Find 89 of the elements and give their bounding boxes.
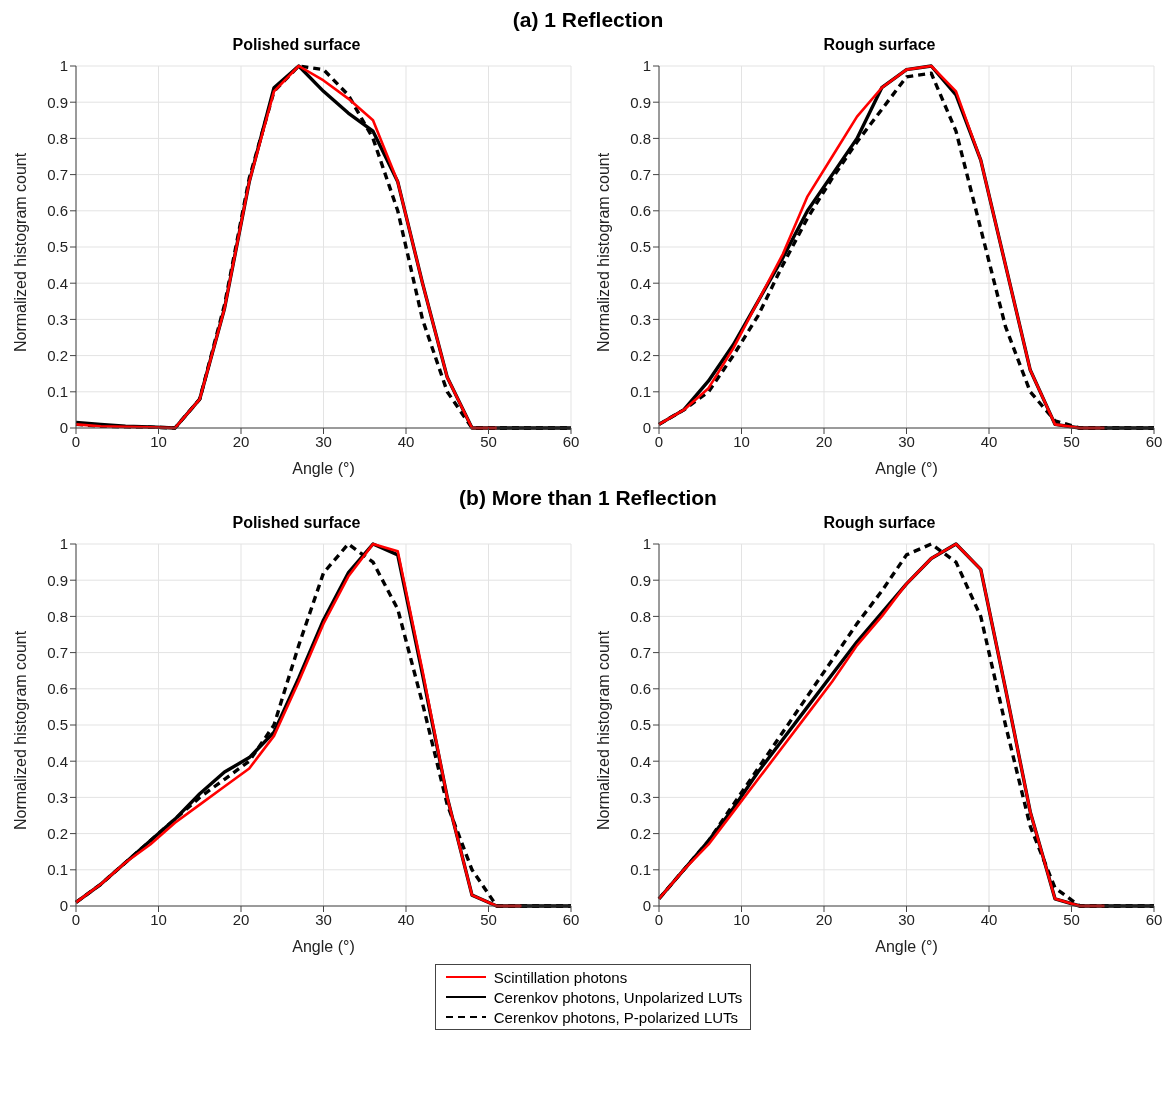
x-tick-label: 30 [315, 432, 332, 450]
y-tick-label: 0.4 [630, 752, 651, 770]
x-tick-label: 50 [480, 432, 497, 450]
y-tick-label: 0.3 [630, 788, 651, 806]
x-axis-title: Angle (°) [875, 938, 938, 955]
y-tick-label: 0.2 [630, 346, 651, 364]
x-tick-label: 20 [815, 432, 833, 450]
y-tick-label: 0.6 [630, 202, 651, 220]
y-tick-label: 1 [59, 535, 68, 553]
y-tick-label: 0.2 [47, 824, 68, 842]
y-axis-title: Normalized histogram count [594, 630, 612, 830]
y-tick-label: 0.9 [630, 571, 651, 589]
y-tick-label: 1 [642, 57, 651, 75]
y-axis-title: Normalized histogram count [594, 152, 612, 352]
x-tick-label: 0 [71, 432, 81, 450]
x-tick-label: 60 [1145, 432, 1163, 450]
chart-title: Rough surface [822, 514, 937, 533]
y-tick-label: 0.1 [47, 861, 68, 879]
x-tick-label: 60 [562, 910, 580, 928]
y-tick-label: 0.3 [47, 310, 68, 328]
y-tick-label: 0.5 [630, 716, 651, 734]
y-tick-label: 0.2 [630, 824, 651, 842]
y-tick-label: 0.9 [47, 93, 68, 111]
y-tick-label: 0.2 [47, 346, 68, 364]
y-axis-title: Normalized histogram count [11, 152, 29, 352]
y-tick-label: 1 [642, 535, 651, 553]
y-tick-label: 0.8 [630, 129, 651, 147]
text: (b) More than 1 Reflection [458, 486, 718, 511]
x-tick-label: 50 [1063, 432, 1080, 450]
y-tick-label: 0.7 [47, 643, 68, 661]
x-tick-label: 30 [315, 910, 332, 928]
y-tick-label: 0.5 [630, 238, 651, 256]
y-axis-title: Normalized histogram count [11, 630, 29, 830]
y-tick-label: 0.7 [630, 643, 651, 661]
x-tick-label: 20 [815, 910, 833, 928]
y-tick-label: 0 [642, 897, 651, 915]
text: (a) 1 Reflection [511, 8, 665, 33]
x-tick-label: 40 [980, 432, 998, 450]
y-tick-label: 0.8 [47, 129, 68, 147]
legend-label: Scintillation photons [493, 968, 628, 986]
x-axis-title: Angle (°) [292, 460, 355, 477]
y-tick-label: 1 [59, 57, 68, 75]
legend-label: Cerenkov photons, Unpolarized LUTs [493, 988, 743, 1006]
y-tick-label: 0 [59, 897, 68, 915]
y-tick-label: 0.3 [47, 788, 68, 806]
y-tick-label: 0.4 [47, 752, 68, 770]
chart-title: Polished surface [231, 514, 362, 533]
y-tick-label: 0.5 [47, 238, 68, 256]
x-axis-title: Angle (°) [875, 460, 938, 477]
y-tick-label: 0.1 [630, 383, 651, 401]
y-tick-label: 0.6 [47, 680, 68, 698]
y-tick-label: 0.1 [47, 383, 68, 401]
y-tick-label: 0 [642, 419, 651, 437]
x-tick-label: 10 [733, 910, 750, 928]
y-tick-label: 0.6 [47, 202, 68, 220]
y-tick-label: 0.1 [630, 861, 651, 879]
y-tick-label: 0.3 [630, 310, 651, 328]
y-tick-label: 0.4 [630, 274, 651, 292]
x-tick-label: 20 [232, 432, 250, 450]
x-tick-label: 60 [1145, 910, 1163, 928]
x-axis-title: Angle (°) [292, 938, 355, 955]
x-tick-label: 40 [397, 432, 415, 450]
x-tick-label: 40 [980, 910, 998, 928]
y-tick-label: 0.5 [47, 716, 68, 734]
x-tick-label: 30 [898, 432, 915, 450]
x-tick-label: 10 [150, 432, 167, 450]
y-tick-label: 0.7 [47, 165, 68, 183]
x-tick-label: 0 [71, 910, 81, 928]
y-tick-label: 0.9 [47, 571, 68, 589]
x-tick-label: 10 [150, 910, 167, 928]
x-tick-label: 60 [562, 432, 580, 450]
y-tick-label: 0.8 [630, 607, 651, 625]
y-tick-label: 0.9 [630, 93, 651, 111]
chart-title: Polished surface [231, 36, 362, 55]
y-tick-label: 0.6 [630, 680, 651, 698]
legend-label: Cerenkov photons, P-polarized LUTs [493, 1008, 739, 1026]
x-tick-label: 30 [898, 910, 915, 928]
x-tick-label: 50 [480, 910, 497, 928]
chart-title: Rough surface [822, 36, 937, 55]
x-tick-label: 0 [654, 910, 664, 928]
x-tick-label: 50 [1063, 910, 1080, 928]
x-tick-label: 10 [733, 432, 750, 450]
y-tick-label: 0.4 [47, 274, 68, 292]
y-tick-label: 0 [59, 419, 68, 437]
x-tick-label: 0 [654, 432, 664, 450]
x-tick-label: 40 [397, 910, 415, 928]
y-tick-label: 0.7 [630, 165, 651, 183]
y-tick-label: 0.8 [47, 607, 68, 625]
x-tick-label: 20 [232, 910, 250, 928]
